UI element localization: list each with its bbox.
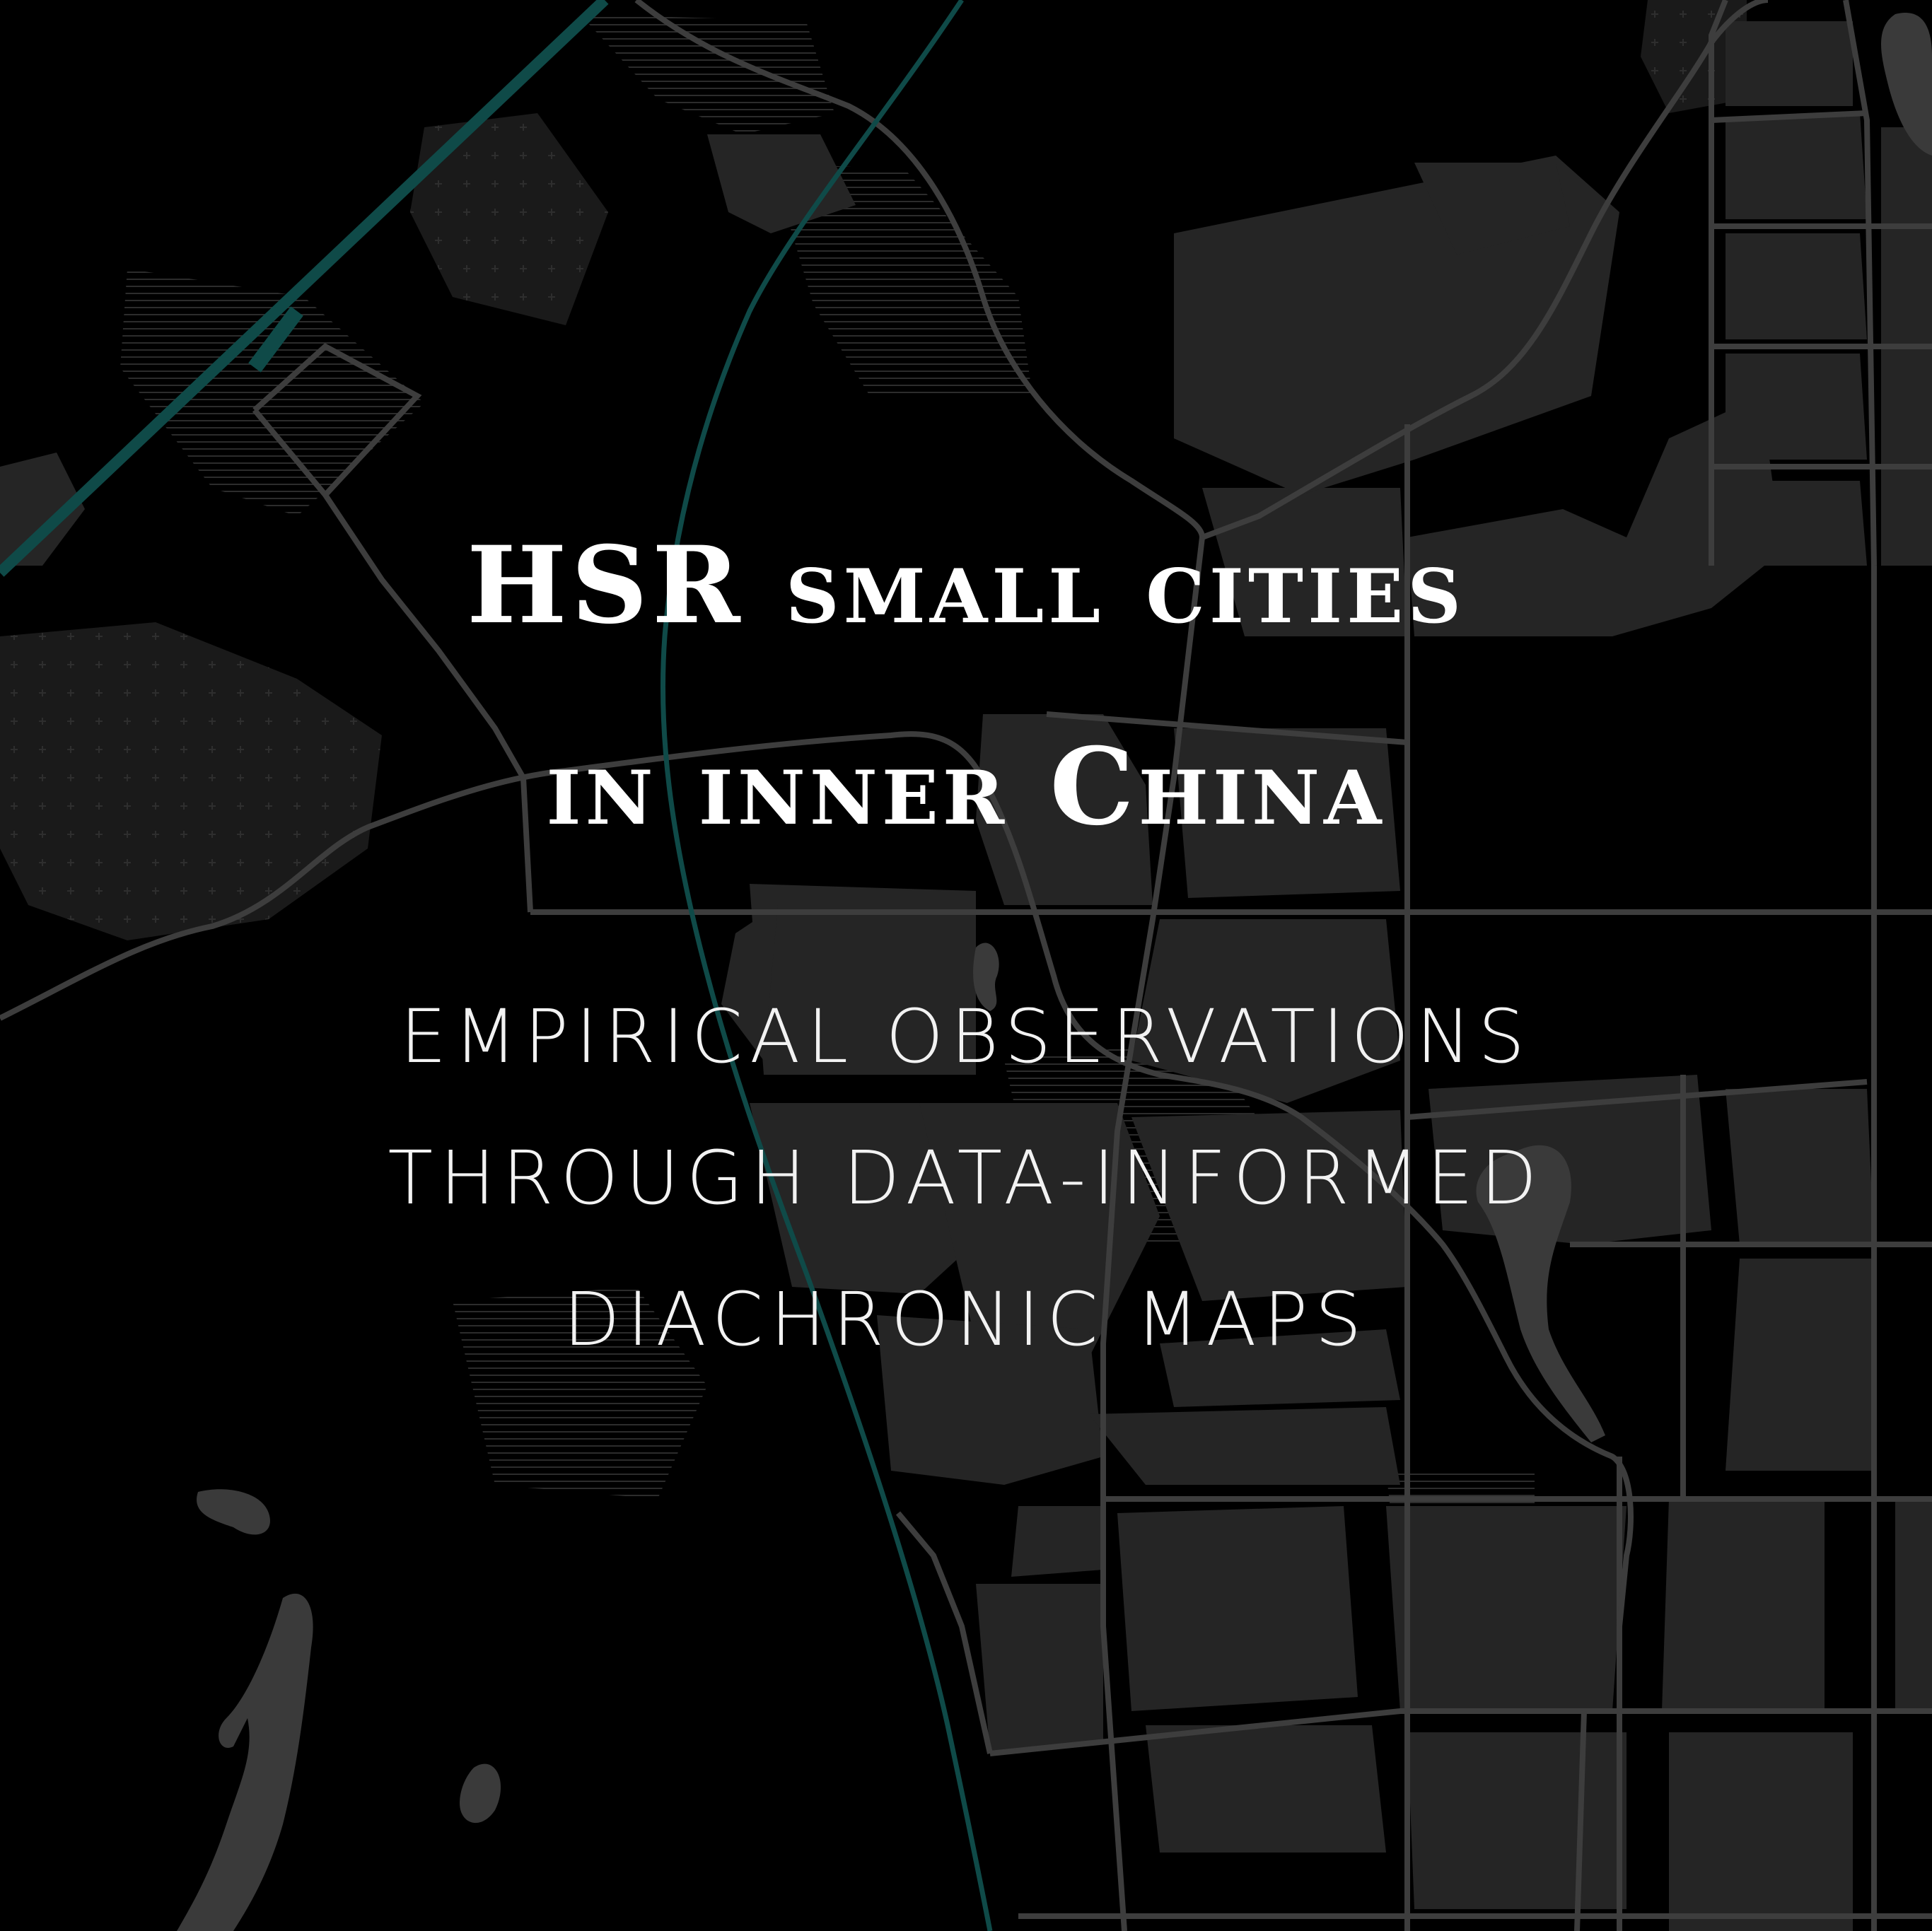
hatched-areas [120,14,1535,1605]
subtitle-line-1: EMPIRICAL OBSERVATIONS [400,993,1532,1080]
subtitle-line-3: DIACHRONIC MAPS [563,1276,1369,1363]
rail-lines [0,0,993,1931]
title-line-1: HSR small cities [466,523,1466,648]
vegetation-areas [0,0,1747,940]
water-bodies [177,13,1932,1931]
title-line-2: in inner China [546,725,1386,849]
subtitle-line-2: THROUGH DATA-INFORMED [388,1135,1544,1221]
